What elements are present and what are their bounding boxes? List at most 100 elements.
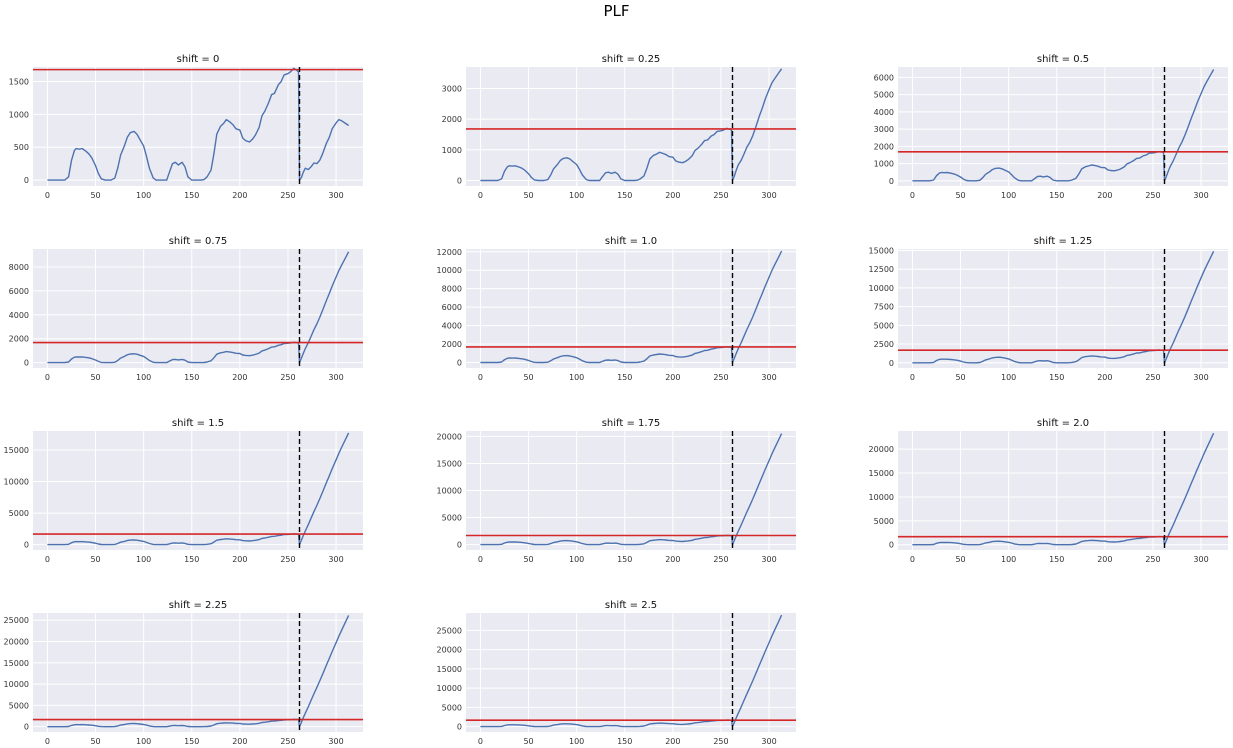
y-tick-label: 5000 [442, 703, 462, 712]
y-tick-label: 20000 [869, 445, 894, 454]
y-tick-label: 5000 [9, 509, 29, 518]
y-tick-label: 15000 [869, 246, 894, 255]
x-tick-label: 250 [1145, 373, 1160, 382]
x-tick-label: 250 [713, 737, 728, 746]
x-tick-label: 50 [955, 191, 965, 200]
x-tick-label: 300 [328, 555, 343, 564]
x-tick-label: 200 [232, 373, 247, 382]
x-tick-label: 200 [1097, 373, 1112, 382]
x-tick-label: 300 [1193, 555, 1208, 564]
y-tick-label: 8000 [442, 285, 462, 294]
x-tick-label: 100 [1001, 191, 1016, 200]
series-line [480, 250, 783, 364]
subplot-title: shift = 1.75 [602, 418, 661, 429]
subplot-title: shift = 0.75 [169, 236, 228, 247]
x-tick-label: 250 [713, 373, 728, 382]
x-tick-label: 100 [569, 373, 584, 382]
subplot-title: shift = 0.25 [602, 54, 661, 65]
x-tick-label: 150 [617, 737, 632, 746]
y-tick-label: 0 [457, 723, 462, 732]
x-tick-label: 0 [478, 555, 483, 564]
subplot-title: shift = 2.0 [1037, 418, 1089, 429]
x-tick-label: 150 [1049, 191, 1064, 200]
subplot: 0 50 100 150 200 250 300 0 5000 10000 15000 20000 sh… [869, 418, 1228, 564]
subplot: 0 50 100 150 200 250 3000100020003000400050006… [874, 54, 1228, 200]
series-line [47, 251, 350, 364]
x-tick-label: 200 [1097, 191, 1112, 200]
plot-area [466, 249, 796, 368]
series-line [47, 615, 350, 728]
plot-area [466, 67, 796, 186]
x-tick-label: 50 [523, 191, 533, 200]
series-line [912, 69, 1215, 182]
series-line [912, 250, 1215, 364]
y-tick-label: 15000 [4, 446, 29, 455]
x-tick-label: 250 [713, 555, 728, 564]
x-tick-label: 0 [478, 373, 483, 382]
plot-area [33, 249, 363, 368]
figure-title: PLF [603, 2, 630, 20]
x-tick-label: 100 [136, 191, 151, 200]
y-tick-label: 0 [24, 359, 29, 368]
x-tick-label: 300 [328, 737, 343, 746]
x-tick-label: 150 [184, 555, 199, 564]
x-tick-label: 50 [523, 373, 533, 382]
y-tick-label: 10000 [437, 684, 462, 693]
subplot: 0 50 100 150 200 250 300 0 2000 4000 6000 8000 10000… [437, 236, 796, 382]
subplot-title: shift = 0 [177, 54, 220, 65]
series-line [480, 614, 783, 728]
y-tick-label: 6000 [9, 287, 29, 296]
y-tick-label: 0 [457, 176, 462, 185]
x-tick-label: 200 [232, 555, 247, 564]
x-tick-label: 50 [90, 555, 100, 564]
series-line [47, 432, 350, 546]
x-tick-label: 0 [910, 191, 915, 200]
x-tick-label: 100 [569, 191, 584, 200]
subplot: 0 50 100 150 200 250 300 0 5000 10000 15000 20000 25… [4, 600, 363, 746]
x-tick-label: 0 [45, 191, 50, 200]
subplot-title: shift = 2.5 [605, 600, 657, 611]
x-tick-label: 250 [280, 555, 295, 564]
x-tick-label: 200 [1097, 555, 1112, 564]
x-tick-label: 250 [1145, 555, 1160, 564]
x-tick-label: 150 [1049, 373, 1064, 382]
y-tick-label: 0 [24, 541, 29, 550]
x-tick-label: 50 [523, 737, 533, 746]
x-tick-label: 300 [761, 191, 776, 200]
y-tick-label: 8000 [9, 263, 29, 272]
series-line [47, 67, 349, 181]
subplot: 0 50 100 150 200 250 300 0 5000 10000 15000 20000 25… [437, 600, 796, 746]
x-tick-label: 150 [617, 191, 632, 200]
subplot: 0 50 100 150 200 250 300 0 5000 10000 15000 20000 sh… [437, 418, 796, 564]
x-tick-label: 200 [665, 191, 680, 200]
x-tick-label: 200 [232, 191, 247, 200]
x-tick-label: 300 [328, 373, 343, 382]
y-tick-label: 3000 [442, 84, 462, 93]
y-tick-label: 20000 [437, 646, 462, 655]
y-tick-label: 4000 [442, 322, 462, 331]
x-tick-label: 250 [713, 191, 728, 200]
y-tick-label: 5000 [9, 701, 29, 710]
x-tick-label: 100 [136, 555, 151, 564]
y-tick-label: 1000 [874, 160, 894, 169]
x-tick-label: 100 [136, 373, 151, 382]
y-tick-label: 15000 [869, 469, 894, 478]
y-tick-label: 0 [24, 723, 29, 732]
series-line [480, 433, 783, 546]
subplot-title: shift = 2.25 [169, 600, 228, 611]
y-tick-label: 6000 [442, 303, 462, 312]
subplot: 0 50 100 150 200 250 300 0 2500 5000 7500 10000 1250… [869, 236, 1228, 382]
y-tick-label: 2500 [874, 340, 894, 349]
y-tick-label: 0 [889, 359, 894, 368]
y-tick-label: 5000 [874, 321, 894, 330]
x-tick-label: 50 [90, 373, 100, 382]
y-tick-label: 0 [457, 358, 462, 367]
y-tick-label: 10000 [4, 680, 29, 689]
plot-area [898, 67, 1228, 186]
x-tick-label: 0 [478, 191, 483, 200]
y-tick-label: 15000 [437, 459, 462, 468]
y-tick-label: 0 [889, 541, 894, 550]
x-tick-label: 300 [1193, 373, 1208, 382]
x-tick-label: 0 [45, 373, 50, 382]
